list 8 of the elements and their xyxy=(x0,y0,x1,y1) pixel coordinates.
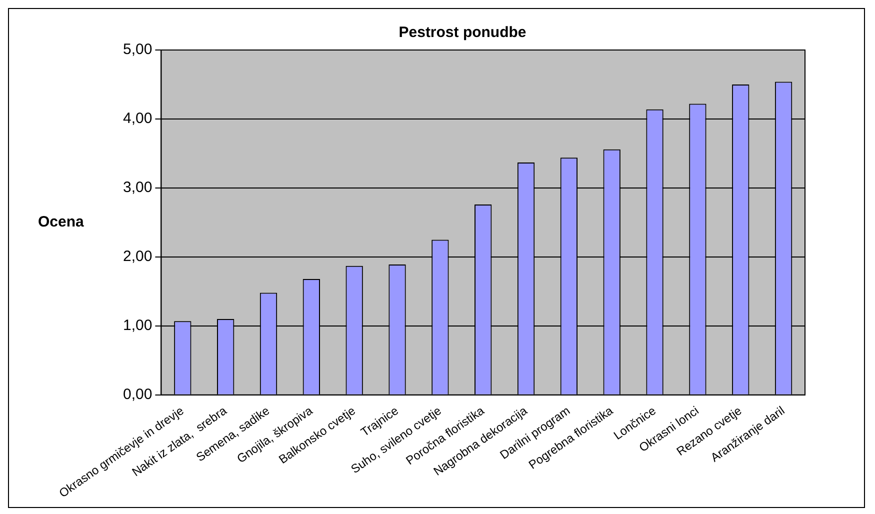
y-tick-label: 4,00 xyxy=(122,110,152,128)
y-tick-label: 1,00 xyxy=(122,317,152,334)
y-tick-label: 5,00 xyxy=(122,41,152,58)
chart-title: Pestrost ponudbe xyxy=(398,24,526,42)
y-axis-title: Ocena xyxy=(38,214,85,231)
y-tick-label: 3,00 xyxy=(122,179,152,196)
y-tick-label: 0,00 xyxy=(122,386,152,404)
y-tick-label: 2,00 xyxy=(122,248,152,266)
